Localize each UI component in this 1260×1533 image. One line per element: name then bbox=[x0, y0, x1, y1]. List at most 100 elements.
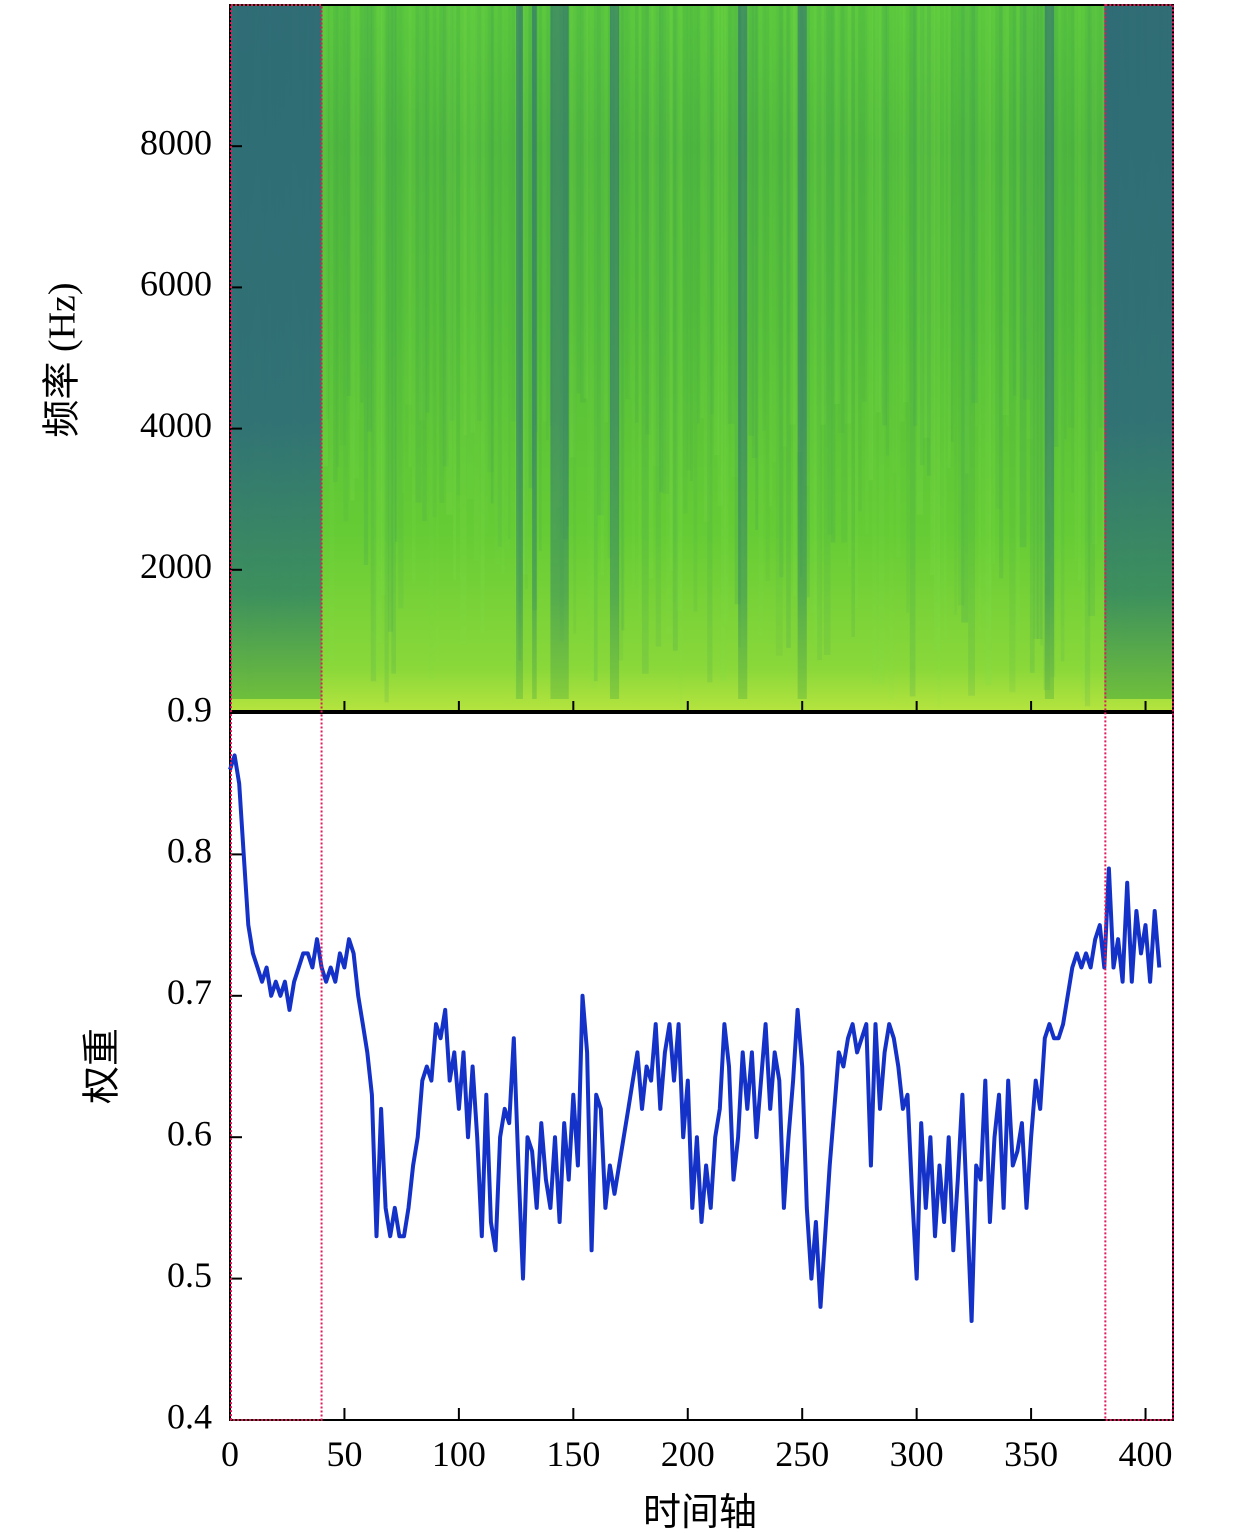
spectrogram-stripe bbox=[1005, 5, 1009, 427]
spectrogram-stripe bbox=[587, 5, 592, 637]
spectrogram-stripe bbox=[779, 5, 784, 578]
spectrogram-dark-band bbox=[738, 5, 748, 699]
spectrogram-stripe bbox=[724, 5, 729, 624]
spectrogram-x-ticks bbox=[229, 701, 1147, 711]
spectrogram-stripe bbox=[353, 5, 360, 479]
spectrogram-y-ticks: 2000 4000 6000 8000 bbox=[140, 122, 242, 586]
spectrogram-stripe bbox=[837, 5, 845, 433]
spectrogram-stripe bbox=[332, 5, 338, 483]
weight-x-tick-label: 300 bbox=[890, 1434, 944, 1474]
weight-x-tick-label: 150 bbox=[546, 1434, 600, 1474]
spectrogram-stripe bbox=[655, 5, 662, 647]
spectrogram-stripe bbox=[975, 5, 979, 427]
spectrogram-stripe bbox=[415, 5, 422, 503]
spectrogram-stripe bbox=[765, 5, 770, 582]
spectrogram-stripe bbox=[755, 5, 759, 530]
spectrogram-stripe bbox=[703, 5, 710, 522]
spectrogram-stripe bbox=[793, 5, 797, 596]
x-axis-title: 时间轴 bbox=[643, 1492, 757, 1533]
spectrogram-stripe bbox=[889, 5, 894, 701]
spectrogram-stripe bbox=[449, 5, 456, 421]
spectrogram-stripe bbox=[1074, 5, 1078, 561]
spectrogram-stripe bbox=[1060, 5, 1065, 662]
spectrogram-dark-band bbox=[1104, 5, 1173, 699]
spectrogram-stripe bbox=[909, 5, 916, 697]
spectrogram-stripe bbox=[968, 5, 975, 696]
spectrogram-stripe bbox=[648, 5, 654, 579]
spectrogram-stripe bbox=[978, 5, 982, 634]
spectrogram-stripe bbox=[957, 5, 965, 606]
spectrogram-stripe bbox=[357, 5, 360, 420]
spectrogram-stripe bbox=[604, 5, 609, 423]
spectrogram-stripe bbox=[789, 5, 796, 425]
spectrogram-stripe bbox=[961, 5, 969, 623]
spectrogram-stripe bbox=[494, 5, 501, 565]
spectrogram-stripe bbox=[748, 5, 755, 436]
spectrogram-stripe bbox=[844, 5, 852, 424]
spectrogram-stripe bbox=[631, 5, 636, 588]
spectrogram-stripe bbox=[408, 5, 412, 468]
spectrogram-stripe bbox=[429, 5, 434, 680]
spectrogram-stripe bbox=[346, 5, 352, 396]
weight-y-tick-label: 0.4 bbox=[167, 1396, 212, 1436]
spectrogram-stripe bbox=[913, 5, 918, 426]
spectrogram-stripe bbox=[775, 5, 783, 656]
spectrogram-panel: 2000 4000 6000 8000 频率 (Hz) bbox=[42, 4, 1174, 712]
spectrogram-stripe bbox=[542, 5, 548, 422]
spectrogram-stripe bbox=[638, 5, 641, 618]
spectrogram-stripe bbox=[762, 5, 766, 431]
spectrogram-stripe bbox=[473, 5, 480, 561]
highlight-region bbox=[1104, 4, 1175, 1421]
spectrogram-stripe bbox=[607, 5, 612, 559]
weight-y-tick-label: 0.8 bbox=[167, 831, 212, 871]
spectrogram-stripe bbox=[690, 5, 694, 481]
weight-x-tick-label: 400 bbox=[1119, 1434, 1173, 1474]
spectrogram-stripe bbox=[823, 5, 831, 655]
spectrogram-stripe bbox=[696, 5, 700, 424]
spectrogram-stripe bbox=[501, 5, 505, 575]
highlight-markers bbox=[230, 4, 1175, 1421]
spectrogram-stripe bbox=[456, 5, 461, 496]
spectrogram-stripe bbox=[600, 5, 604, 576]
spectrogram-dark-band bbox=[609, 5, 620, 699]
spectrogram-stripe bbox=[1088, 5, 1095, 617]
spectrogram-stripe bbox=[583, 5, 588, 399]
spectrogram-stripe bbox=[432, 5, 437, 518]
spectrogram-stripe bbox=[992, 5, 996, 564]
spectrogram-stripe bbox=[597, 5, 604, 516]
weight-x-ticks: 0 50 100 150 200 250 300 350 400 bbox=[221, 1408, 1173, 1474]
spectrogram-dark-band bbox=[797, 5, 807, 699]
spectrogram-stripe bbox=[360, 5, 364, 403]
spectrogram-stripe bbox=[470, 5, 476, 433]
spectrogram-stripe bbox=[1091, 5, 1098, 545]
spectrogram-stripe bbox=[645, 5, 651, 435]
spectrogram-stripe bbox=[930, 5, 935, 576]
spectrogram-dark-band bbox=[516, 5, 523, 699]
spectrogram-stripe bbox=[350, 5, 355, 501]
spectrogram-stripe bbox=[700, 5, 705, 419]
weight-x-tick-label: 350 bbox=[1004, 1434, 1058, 1474]
spectrogram-stripe bbox=[528, 5, 534, 489]
spectrogram-dark-band bbox=[1044, 5, 1054, 699]
spectrogram-stripe bbox=[398, 5, 404, 609]
spectrogram-stripe bbox=[662, 5, 670, 494]
spectrogram-stripe bbox=[1029, 5, 1035, 673]
spectrogram-y-tick-label: 4000 bbox=[140, 405, 212, 445]
spectrogram-stripe bbox=[487, 5, 494, 473]
spectrogram-stripe bbox=[521, 5, 528, 575]
spectrogram-stripe bbox=[569, 5, 576, 458]
spectrogram-y-tick-label: 2000 bbox=[140, 546, 212, 586]
spectrogram-stripe bbox=[672, 5, 678, 651]
spectrogram-stripe bbox=[999, 5, 1004, 579]
spectrogram-stripe bbox=[508, 5, 511, 539]
spectrogram-stripe bbox=[329, 5, 335, 662]
spectrogram-base bbox=[230, 5, 1173, 711]
spectrogram-stripe bbox=[511, 5, 517, 422]
spectrogram-stripe bbox=[504, 5, 510, 550]
spectrogram-stripe bbox=[1078, 5, 1082, 581]
spectrogram-stripe bbox=[916, 5, 923, 515]
spectrogram-stripe bbox=[727, 5, 735, 424]
spectrogram-dark-band bbox=[230, 5, 322, 699]
spectrogram-stripe bbox=[1064, 5, 1067, 440]
spectrogram-stripe bbox=[659, 5, 664, 493]
